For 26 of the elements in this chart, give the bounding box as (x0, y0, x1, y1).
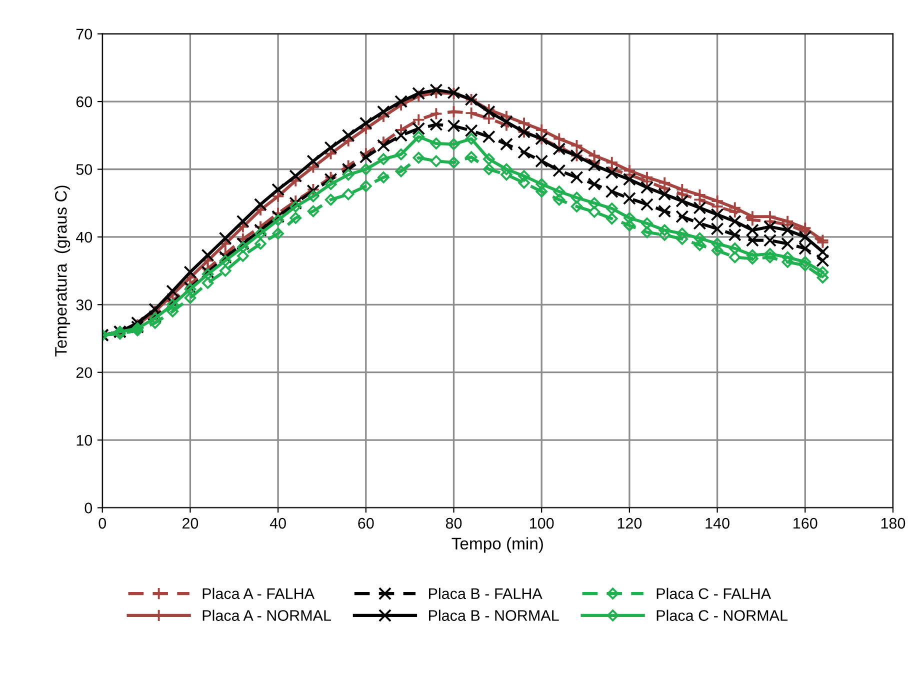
x-tick-label: 120 (618, 518, 642, 529)
x-tick-label: 60 (358, 518, 374, 529)
x-tick-label: 20 (182, 518, 198, 529)
legend-label: Placa C - FALHA (656, 588, 772, 600)
x-tick-label: 180 (881, 518, 906, 529)
y-tick-label: 10 (76, 434, 92, 446)
legend-label: Placa B - FALHA (429, 588, 542, 600)
x-tick-label: 80 (446, 518, 462, 529)
y-tick-label: 60 (76, 96, 92, 108)
legend-label: Placa A - FALHA (202, 588, 315, 600)
y-tick-label: 50 (76, 164, 92, 175)
x-tick-label: 160 (794, 518, 818, 529)
x-tick-label: 40 (270, 518, 286, 529)
y-tick-label: 0 (84, 502, 92, 514)
x-tick-label: 140 (706, 518, 730, 529)
legend-label: Placa A - NORMAL (202, 610, 331, 621)
legend-label: Placa C - NORMAL (656, 610, 788, 621)
x-tick-label: 100 (530, 518, 554, 529)
x-tick-label: 0 (98, 518, 106, 529)
y-tick-label: 20 (76, 367, 92, 378)
legend-label: Placa B - NORMAL (429, 610, 559, 621)
y-tick-label: 70 (76, 28, 92, 40)
x-axis-title: Tempo (min) (452, 537, 543, 553)
y-axis-title: Temperatura (graus C) (54, 186, 70, 357)
y-tick-label: 40 (76, 232, 92, 243)
y-tick-label: 30 (76, 300, 92, 310)
